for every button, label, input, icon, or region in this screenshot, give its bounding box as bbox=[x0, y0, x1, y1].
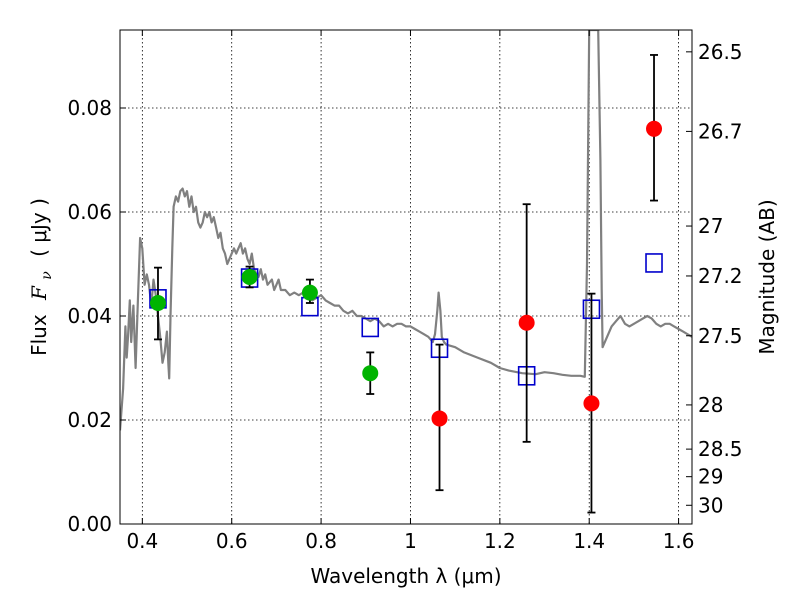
y2-axis-label: Magnitude (AB) bbox=[755, 199, 779, 354]
mag-tick-label: 28.5 bbox=[698, 437, 743, 461]
y-tick-label: 0.08 bbox=[67, 96, 112, 120]
x-tick-label: 0.8 bbox=[305, 529, 337, 553]
y-axis-label-unit: ( μJy ) bbox=[27, 198, 51, 257]
detection-point bbox=[583, 395, 600, 412]
x-tick-label: 1 bbox=[404, 529, 417, 553]
detection-point bbox=[241, 269, 258, 285]
detection-point bbox=[301, 284, 318, 301]
model-photometry-square bbox=[645, 253, 663, 273]
x-tick-label: 1.4 bbox=[573, 529, 605, 553]
x-axis-label: Wavelength λ (μm) bbox=[310, 564, 501, 588]
x-tick-label: 1.6 bbox=[663, 529, 695, 553]
mag-tick-label: 27 bbox=[698, 214, 723, 238]
svg-text:Flux F ν ( μ: Flux F ν ( μJy ) bbox=[27, 198, 56, 356]
mag-tick-label: 26.7 bbox=[698, 119, 743, 143]
detection-point bbox=[431, 410, 448, 427]
mag-tick-label: 30 bbox=[698, 493, 723, 517]
grid bbox=[120, 30, 692, 524]
model-sed-line bbox=[120, 30, 692, 431]
x-tick-label: 0.4 bbox=[126, 529, 158, 553]
y-tick-label: 0.06 bbox=[67, 200, 112, 224]
tick-layer: 0.4 0.6 0.8 1 1.2 1.4 1.6 0.00 0.02 0.04 0.06 0.08 2… bbox=[67, 30, 743, 553]
plot-area bbox=[120, 30, 692, 514]
y-tick-label: 0.00 bbox=[67, 512, 112, 536]
line-layer bbox=[120, 30, 692, 431]
detection-point bbox=[149, 295, 166, 311]
plot-frame bbox=[119, 29, 693, 525]
y-tick-label: 0.02 bbox=[67, 408, 112, 432]
model-photometry-square bbox=[361, 317, 380, 338]
mag-tick-label: 27.5 bbox=[698, 324, 743, 348]
marker-layer bbox=[149, 54, 663, 514]
mag-tick-label: 29 bbox=[698, 465, 723, 489]
y-axis-label-symbol: F bbox=[27, 285, 51, 301]
mag-tick-label: 28 bbox=[698, 393, 723, 417]
y-axis-label: Flux F ν ( μJy ) bbox=[27, 198, 56, 356]
detection-point bbox=[518, 314, 535, 331]
detection-point bbox=[646, 120, 663, 137]
y-axis-label-prefix: Flux bbox=[27, 314, 51, 356]
x-tick-label: 1.2 bbox=[484, 529, 516, 553]
x-tick-label: 0.6 bbox=[216, 529, 248, 553]
y-tick-label: 0.04 bbox=[67, 304, 112, 328]
mag-tick-label: 27.2 bbox=[698, 264, 743, 288]
y-axis-label-subscript: ν bbox=[39, 271, 55, 280]
mag-tick-label: 26.5 bbox=[698, 40, 743, 64]
detection-point bbox=[362, 365, 379, 382]
